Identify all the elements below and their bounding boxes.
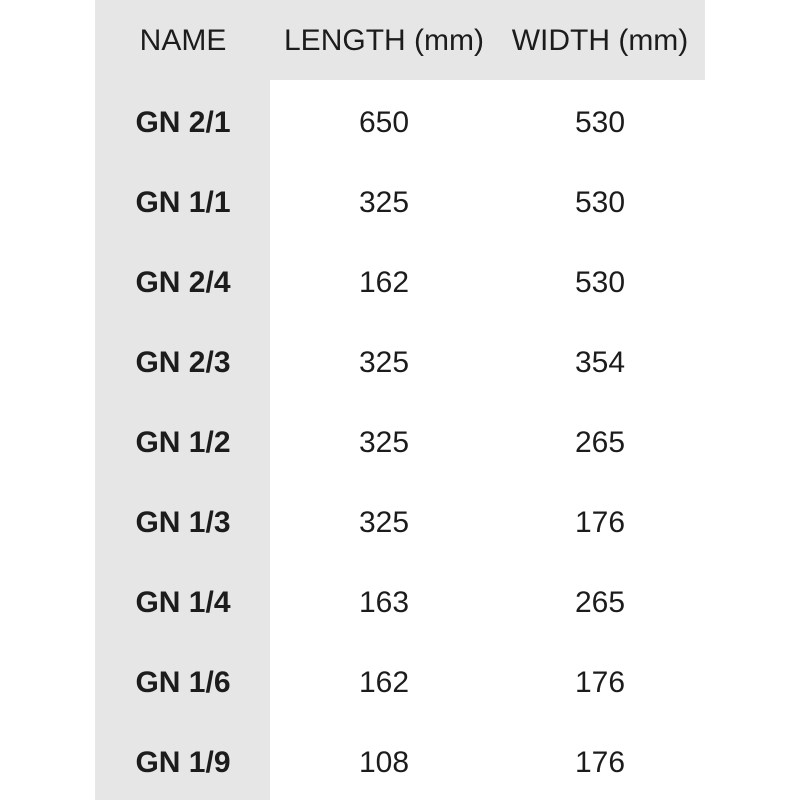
cell-value: 265 <box>575 586 625 619</box>
column-header: LENGTH (mm) <box>284 24 484 57</box>
cell-value: 162 <box>359 266 409 299</box>
cell-value: 176 <box>575 666 625 699</box>
cell-value: 325 <box>359 346 409 379</box>
row-name: GN 2/1 <box>135 106 230 139</box>
cell-value: 530 <box>575 106 625 139</box>
cell-value: 176 <box>575 506 625 539</box>
cell-value: 354 <box>575 346 625 379</box>
cell-value: 176 <box>575 746 625 779</box>
row-name: GN 1/4 <box>135 586 230 619</box>
cell-value: 108 <box>359 746 409 779</box>
cell-value: 163 <box>359 586 409 619</box>
row-name: GN 2/4 <box>135 266 230 299</box>
cell-value: 530 <box>575 186 625 219</box>
cell-value: 530 <box>575 266 625 299</box>
name-column-band <box>95 80 270 800</box>
cell-value: 325 <box>359 186 409 219</box>
row-name: GN 1/3 <box>135 506 230 539</box>
row-name: GN 1/1 <box>135 186 230 219</box>
column-header: NAME <box>140 24 227 57</box>
cell-value: 162 <box>359 666 409 699</box>
row-name: GN 1/6 <box>135 666 230 699</box>
row-name: GN 2/3 <box>135 346 230 379</box>
column-header: WIDTH (mm) <box>512 24 689 57</box>
row-name: GN 1/2 <box>135 426 230 459</box>
cell-value: 325 <box>359 426 409 459</box>
cell-value: 265 <box>575 426 625 459</box>
row-name: GN 1/9 <box>135 746 230 779</box>
cell-value: 325 <box>359 506 409 539</box>
cell-value: 650 <box>359 106 409 139</box>
header-band <box>95 0 705 80</box>
